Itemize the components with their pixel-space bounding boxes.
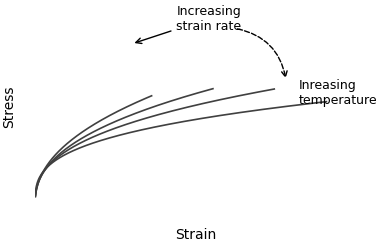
Text: Strain: Strain	[176, 228, 217, 242]
Text: Inreasing
temperature: Inreasing temperature	[299, 79, 378, 107]
Text: Increasing
strain rate: Increasing strain rate	[136, 4, 242, 43]
Text: Stress: Stress	[2, 85, 16, 128]
